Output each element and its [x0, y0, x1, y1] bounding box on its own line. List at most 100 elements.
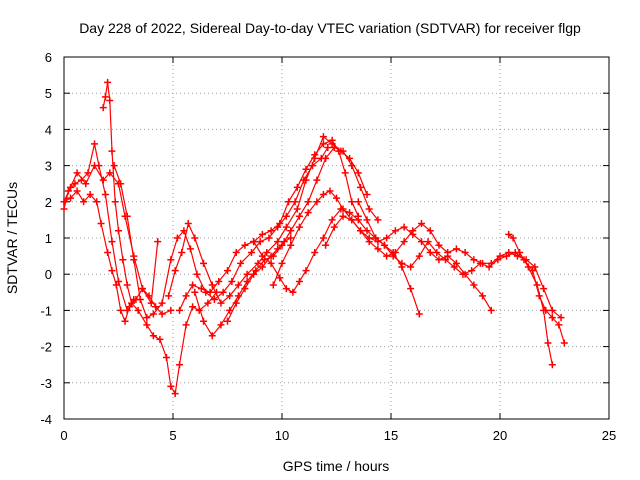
- data-point: [548, 306, 556, 314]
- data-point: [348, 162, 356, 170]
- data-point: [374, 216, 382, 224]
- data-point: [73, 169, 81, 177]
- data-point: [241, 241, 249, 249]
- data-point: [117, 306, 125, 314]
- series-trace: [508, 233, 553, 365]
- data-point: [333, 194, 340, 202]
- data-point: [217, 321, 225, 329]
- data-point: [106, 169, 114, 177]
- data-point: [400, 223, 408, 231]
- x-tick-label: 10: [275, 428, 289, 443]
- series-arc-5: [110, 144, 332, 322]
- data-point: [516, 248, 524, 256]
- data-point: [158, 299, 166, 307]
- data-point: [143, 314, 151, 322]
- data-point: [407, 285, 415, 293]
- data-point: [217, 299, 225, 307]
- data-point: [505, 230, 513, 238]
- data-point: [346, 209, 354, 217]
- y-tick-label: 3: [45, 159, 52, 174]
- data-point: [330, 144, 338, 151]
- data-point: [442, 256, 449, 264]
- data-point: [258, 230, 266, 238]
- y-axis-label: SDTVAR / TECUs: [4, 182, 20, 294]
- data-point: [278, 241, 286, 249]
- data-point: [531, 263, 539, 271]
- data-point: [282, 212, 290, 220]
- data-point: [324, 144, 332, 151]
- data-point: [555, 321, 563, 329]
- data-point: [123, 281, 131, 289]
- x-tick-label: 0: [60, 428, 67, 443]
- data-point: [91, 140, 99, 148]
- data-point: [108, 147, 116, 155]
- data-point: [533, 281, 541, 289]
- data-point: [291, 198, 299, 206]
- data-point: [167, 306, 175, 314]
- data-point: [104, 248, 112, 256]
- data-point: [82, 180, 90, 188]
- data-point: [86, 191, 94, 199]
- data-point: [494, 256, 502, 264]
- series-arc-2: [60, 140, 175, 318]
- data-point: [289, 288, 297, 296]
- data-point: [540, 306, 548, 314]
- data-point: [295, 223, 303, 231]
- data-point: [173, 234, 181, 242]
- data-point: [548, 314, 556, 322]
- y-tick-label: -1: [40, 303, 52, 318]
- data-point: [226, 292, 234, 300]
- data-point: [339, 212, 347, 220]
- data-point: [250, 238, 258, 246]
- data-point: [383, 234, 391, 242]
- data-point: [418, 220, 426, 228]
- data-point: [374, 245, 382, 253]
- data-point: [363, 191, 371, 199]
- data-point: [354, 216, 362, 224]
- data-point: [67, 183, 75, 191]
- data-point: [341, 169, 349, 177]
- data-point: [121, 317, 129, 325]
- data-point: [354, 198, 362, 206]
- data-point: [322, 154, 330, 162]
- data-point: [450, 263, 458, 271]
- data-point: [339, 147, 347, 155]
- data-point: [487, 306, 495, 314]
- data-point: [311, 151, 319, 159]
- data-point: [167, 256, 175, 264]
- data-point: [267, 259, 275, 267]
- data-point: [200, 259, 208, 267]
- data-point: [189, 281, 197, 289]
- data-point: [95, 162, 103, 170]
- chart-title: Day 228 of 2022, Sidereal Day-to-day VTE…: [79, 20, 581, 36]
- data-point: [524, 263, 532, 271]
- data-point: [232, 299, 240, 307]
- data-point: [269, 281, 277, 289]
- data-point: [84, 169, 92, 177]
- series-arc-14: [505, 230, 556, 369]
- data-point: [263, 248, 271, 256]
- data-point: [278, 259, 286, 267]
- data-point: [117, 180, 125, 188]
- series-arc-10: [250, 205, 423, 318]
- data-point: [224, 267, 231, 275]
- data-point: [130, 256, 138, 264]
- data-point: [267, 252, 275, 260]
- data-point: [267, 227, 275, 235]
- data-point: [256, 238, 264, 246]
- series-trace: [113, 147, 329, 319]
- data-point: [274, 245, 282, 253]
- data-point: [97, 220, 105, 228]
- data-point: [130, 296, 138, 304]
- data-point: [287, 234, 295, 242]
- data-point: [64, 187, 72, 195]
- data-point: [237, 259, 245, 267]
- data-point: [106, 96, 114, 104]
- series-trace: [357, 201, 565, 344]
- data-point: [328, 136, 336, 144]
- data-point: [232, 248, 240, 256]
- data-point: [435, 241, 443, 249]
- data-point: [154, 238, 162, 246]
- data-point: [287, 227, 295, 235]
- data-point: [293, 183, 301, 191]
